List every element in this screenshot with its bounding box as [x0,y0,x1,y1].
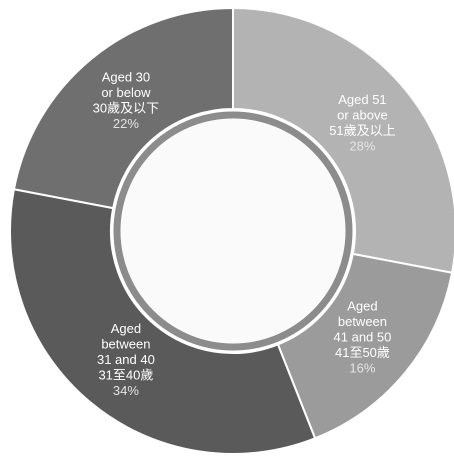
segment-value-label: 22% [113,116,139,131]
segment-label: between [101,336,150,351]
donut-segment [232,6,454,274]
segment-label: Aged 51 [338,92,386,107]
segment-label: Aged [111,321,141,336]
donut-hole [121,119,345,343]
segment-label: or below [101,85,151,100]
donut-segment [276,252,454,440]
segment-value-label: 28% [349,139,375,154]
donut-segment [9,188,317,455]
segment-label: or above [337,108,388,123]
segment-label: Aged 30 [102,70,150,85]
segment-label: 30歲及以下 [93,101,159,116]
segment-label: between [338,314,387,329]
segment-value-label: 16% [349,361,375,376]
segment-label: 41至50歲 [335,345,390,360]
inner-ring [113,111,353,351]
segment-label: Aged [347,299,377,314]
segment-label: 41 and 50 [334,330,392,345]
segment-label: 31 and 40 [97,352,155,367]
segment-value-label: 34% [113,383,139,398]
donut-segment [12,6,234,210]
segment-label: 51歲及以上 [329,123,395,138]
segment-label: 31至40歲 [98,367,153,382]
